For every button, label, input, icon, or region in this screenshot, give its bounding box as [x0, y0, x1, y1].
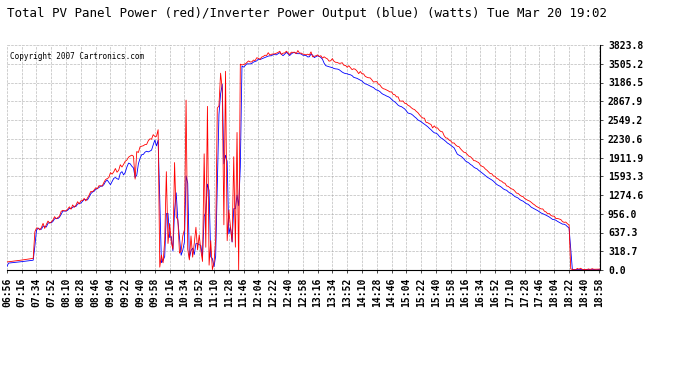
Text: Copyright 2007 Cartronics.com: Copyright 2007 Cartronics.com [10, 52, 144, 61]
Text: Total PV Panel Power (red)/Inverter Power Output (blue) (watts) Tue Mar 20 19:02: Total PV Panel Power (red)/Inverter Powe… [7, 8, 607, 21]
